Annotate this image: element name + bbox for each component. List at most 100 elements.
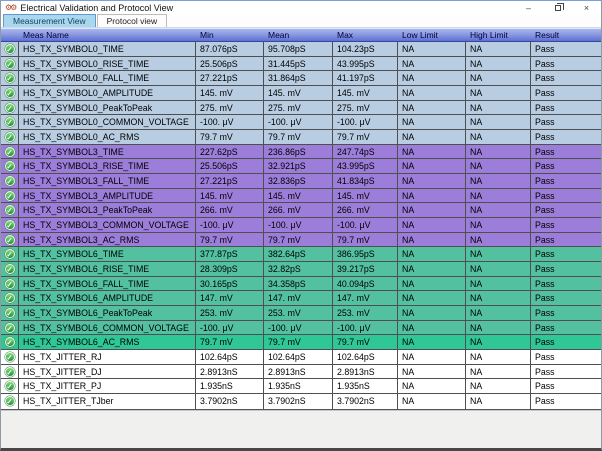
table-row[interactable]: ✓ HS_TX_SYMBOL3_AC_RMS 79.7 mV 79.7 mV 79.7 … — [1, 232, 601, 248]
result-cell: Pass — [535, 278, 555, 289]
high-limit-cell: NA — [466, 394, 531, 409]
max-cell: 43.995pS — [333, 159, 398, 174]
table-row[interactable]: ✓ HS_TX_SYMBOL6_TIME 377.87pS 382.64pS 386.9… — [1, 247, 601, 263]
max-cell: -100. μV — [333, 320, 398, 335]
table-row[interactable]: ✓ HS_TX_SYMBOL6_FALL_TIME 30.165pS 34.358pS… — [1, 276, 601, 292]
table-row[interactable]: ✓ HS_TX_SYMBOL0_COMMON_VOLTAGE -100. μV -10… — [1, 115, 601, 131]
minimize-button[interactable]: – — [514, 1, 543, 15]
table-row[interactable]: ✓ HS_TX_SYMBOL6_COMMON_VOLTAGE -100. μV -10… — [1, 320, 601, 336]
result-cell: Pass — [535, 175, 555, 186]
column-header-max[interactable]: Max — [337, 30, 354, 40]
mean-cell: 79.7 mV — [264, 232, 333, 247]
mean-cell: 266. mV — [264, 203, 333, 218]
table-row[interactable]: ✓ HS_TX_SYMBOL3_RISE_TIME 25.506pS 32.921pS… — [1, 159, 601, 175]
table-row[interactable]: ✓ HS_TX_SYMBOL0_TIME 87.076pS 95.708pS 104.2… — [1, 42, 601, 57]
table-row[interactable]: ✓ HS_TX_JITTER_RJ 102.64pS 102.64pS 102.64pS… — [1, 350, 601, 365]
high-limit-cell: NA — [466, 100, 531, 115]
pass-check-icon: ✓ — [4, 381, 15, 392]
status-cell: ✓ — [1, 262, 19, 276]
minimize-icon: – — [525, 3, 531, 13]
table-row[interactable]: ✓ HS_TX_JITTER_TJber 3.7902nS 3.7902nS 3.790… — [1, 394, 601, 409]
max-cell: 3.7902nS — [333, 394, 398, 409]
result-cell: Pass — [535, 263, 555, 274]
status-cell: ✓ — [1, 276, 19, 291]
column-header-low-limit[interactable]: Low Limit — [402, 30, 438, 40]
table-row[interactable]: ✓ HS_TX_SYMBOL6_RISE_TIME 28.309pS 32.82pS 3… — [1, 262, 601, 277]
table-row[interactable]: ✓ HS_TX_SYMBOL3_FALL_TIME 27.221pS 32.836pS… — [1, 174, 601, 189]
mean-cell: 253. mV — [264, 306, 333, 320]
max-cell: 147. mV — [333, 291, 398, 306]
restore-button[interactable] — [543, 1, 572, 15]
meas-name-cell: HS_TX_JITTER_DJ — [19, 364, 196, 379]
max-cell: 275. mV — [333, 100, 398, 115]
table-row[interactable]: ✓ HS_TX_SYMBOL0_RISE_TIME 25.506pS 31.445pS… — [1, 56, 601, 72]
column-header-meas-name[interactable]: Meas Name — [23, 30, 69, 40]
min-cell: 3.7902nS — [196, 394, 264, 409]
column-header-min[interactable]: Min — [200, 30, 214, 40]
max-cell: 2.8913nS — [333, 364, 398, 379]
tab-protocol-view[interactable]: Protocol view — [96, 14, 168, 27]
table-row[interactable]: ✓ HS_TX_JITTER_DJ 2.8913nS 2.8913nS 2.8913nS… — [1, 364, 601, 380]
column-header-result[interactable]: Result — [535, 30, 560, 40]
table-row[interactable]: ✓ HS_TX_SYMBOL6_AMPLITUDE 147. mV 147. mV 14… — [1, 291, 601, 307]
table-row[interactable]: ✓ HS_TX_SYMBOL3_COMMON_VOLTAGE -100. μV -10… — [1, 218, 601, 233]
status-cell: ✓ — [1, 174, 19, 188]
high-limit-cell: NA — [466, 306, 531, 320]
pass-check-icon: ✓ — [4, 131, 15, 142]
table-row[interactable]: ✓ HS_TX_SYMBOL6_AC_RMS 79.7 mV 79.7 mV 79.7 … — [1, 335, 601, 351]
table-row[interactable]: ✓ HS_TX_SYMBOL3_AMPLITUDE 145. mV 145. mV 14… — [1, 188, 601, 204]
pass-check-icon: ✓ — [4, 396, 15, 407]
table-row[interactable]: ✓ HS_TX_SYMBOL3_PeakToPeak 266. mV 266. mV 2… — [1, 203, 601, 219]
status-cell: ✓ — [1, 306, 19, 320]
pass-check-icon: ✓ — [4, 73, 15, 84]
mean-cell: 31.445pS — [264, 56, 333, 71]
pass-check-icon: ✓ — [4, 190, 15, 201]
mean-cell: 32.82pS — [264, 262, 333, 276]
table-row[interactable]: ✓ HS_TX_SYMBOL0_AC_RMS 79.7 mV 79.7 mV 79.7 … — [1, 130, 601, 145]
column-header-high-limit[interactable]: High Limit — [470, 30, 508, 40]
high-limit-cell: NA — [466, 86, 531, 100]
pass-check-icon: ✓ — [4, 146, 15, 157]
pass-check-icon: ✓ — [4, 117, 15, 128]
low-limit-cell: NA — [398, 144, 466, 159]
result-cell: Pass — [535, 322, 555, 333]
meas-name-cell: HS_TX_SYMBOL6_AMPLITUDE — [19, 291, 196, 306]
status-cell: ✓ — [1, 144, 19, 159]
result-cell: Pass — [535, 219, 555, 230]
result-cell: Pass — [535, 102, 555, 113]
low-limit-cell: NA — [398, 100, 466, 115]
max-cell: 102.64pS — [333, 350, 398, 364]
column-header-mean[interactable]: Mean — [268, 30, 290, 40]
result-cell: Pass — [535, 58, 555, 69]
low-limit-cell: NA — [398, 320, 466, 335]
close-icon: × — [583, 3, 590, 13]
meas-name-cell: HS_TX_SYMBOL3_TIME — [19, 144, 196, 159]
status-cell: ✓ — [1, 379, 19, 394]
min-cell: -100. μV — [196, 320, 264, 335]
high-limit-cell: NA — [466, 203, 531, 218]
pass-check-icon: ✓ — [4, 58, 15, 69]
meas-name-cell: HS_TX_SYMBOL3_AMPLITUDE — [19, 188, 196, 203]
close-button[interactable]: × — [572, 1, 601, 15]
table-row[interactable]: ✓ HS_TX_JITTER_PJ 1.935nS 1.935nS 1.935nS NA N… — [1, 379, 601, 395]
table-row[interactable]: ✓ HS_TX_SYMBOL3_TIME 227.62pS 236.86pS 247.7… — [1, 144, 601, 160]
mean-cell: 102.64pS — [264, 350, 333, 364]
result-cell: Pass — [535, 161, 555, 172]
table-row[interactable]: ✓ HS_TX_SYMBOL0_AMPLITUDE 145. mV 145. mV 14… — [1, 86, 601, 101]
window-background — [1, 409, 601, 448]
high-limit-cell: NA — [466, 320, 531, 335]
status-cell: ✓ — [1, 320, 19, 335]
status-cell: ✓ — [1, 394, 19, 409]
table-row[interactable]: ✓ HS_TX_SYMBOL0_PeakToPeak 275. mV 275. mV 2… — [1, 100, 601, 116]
high-limit-cell: NA — [466, 115, 531, 130]
tab-measurement-view[interactable]: Measurement View — [3, 14, 96, 27]
table-row[interactable]: ✓ HS_TX_SYMBOL0_FALL_TIME 27.221pS 31.864pS… — [1, 71, 601, 87]
meas-name-cell: HS_TX_SYMBOL0_TIME — [19, 42, 196, 56]
pass-check-icon: ✓ — [4, 263, 15, 274]
meas-name-cell: HS_TX_SYMBOL0_RISE_TIME — [19, 56, 196, 71]
max-cell: 386.95pS — [333, 247, 398, 262]
table-row[interactable]: ✓ HS_TX_SYMBOL6_PeakToPeak 253. mV 253. mV 2… — [1, 306, 601, 321]
status-cell: ✓ — [1, 71, 19, 86]
status-cell: ✓ — [1, 335, 19, 350]
min-cell: 27.221pS — [196, 71, 264, 86]
